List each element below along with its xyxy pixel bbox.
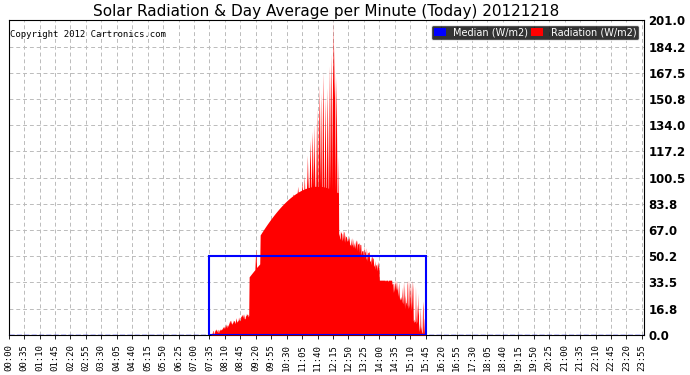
Legend: Median (W/m2), Radiation (W/m2): Median (W/m2), Radiation (W/m2) bbox=[431, 25, 639, 40]
Bar bbox=[210, 256, 426, 335]
Title: Solar Radiation & Day Average per Minute (Today) 20121218: Solar Radiation & Day Average per Minute… bbox=[93, 4, 560, 19]
Text: Copyright 2012 Cartronics.com: Copyright 2012 Cartronics.com bbox=[10, 30, 166, 39]
